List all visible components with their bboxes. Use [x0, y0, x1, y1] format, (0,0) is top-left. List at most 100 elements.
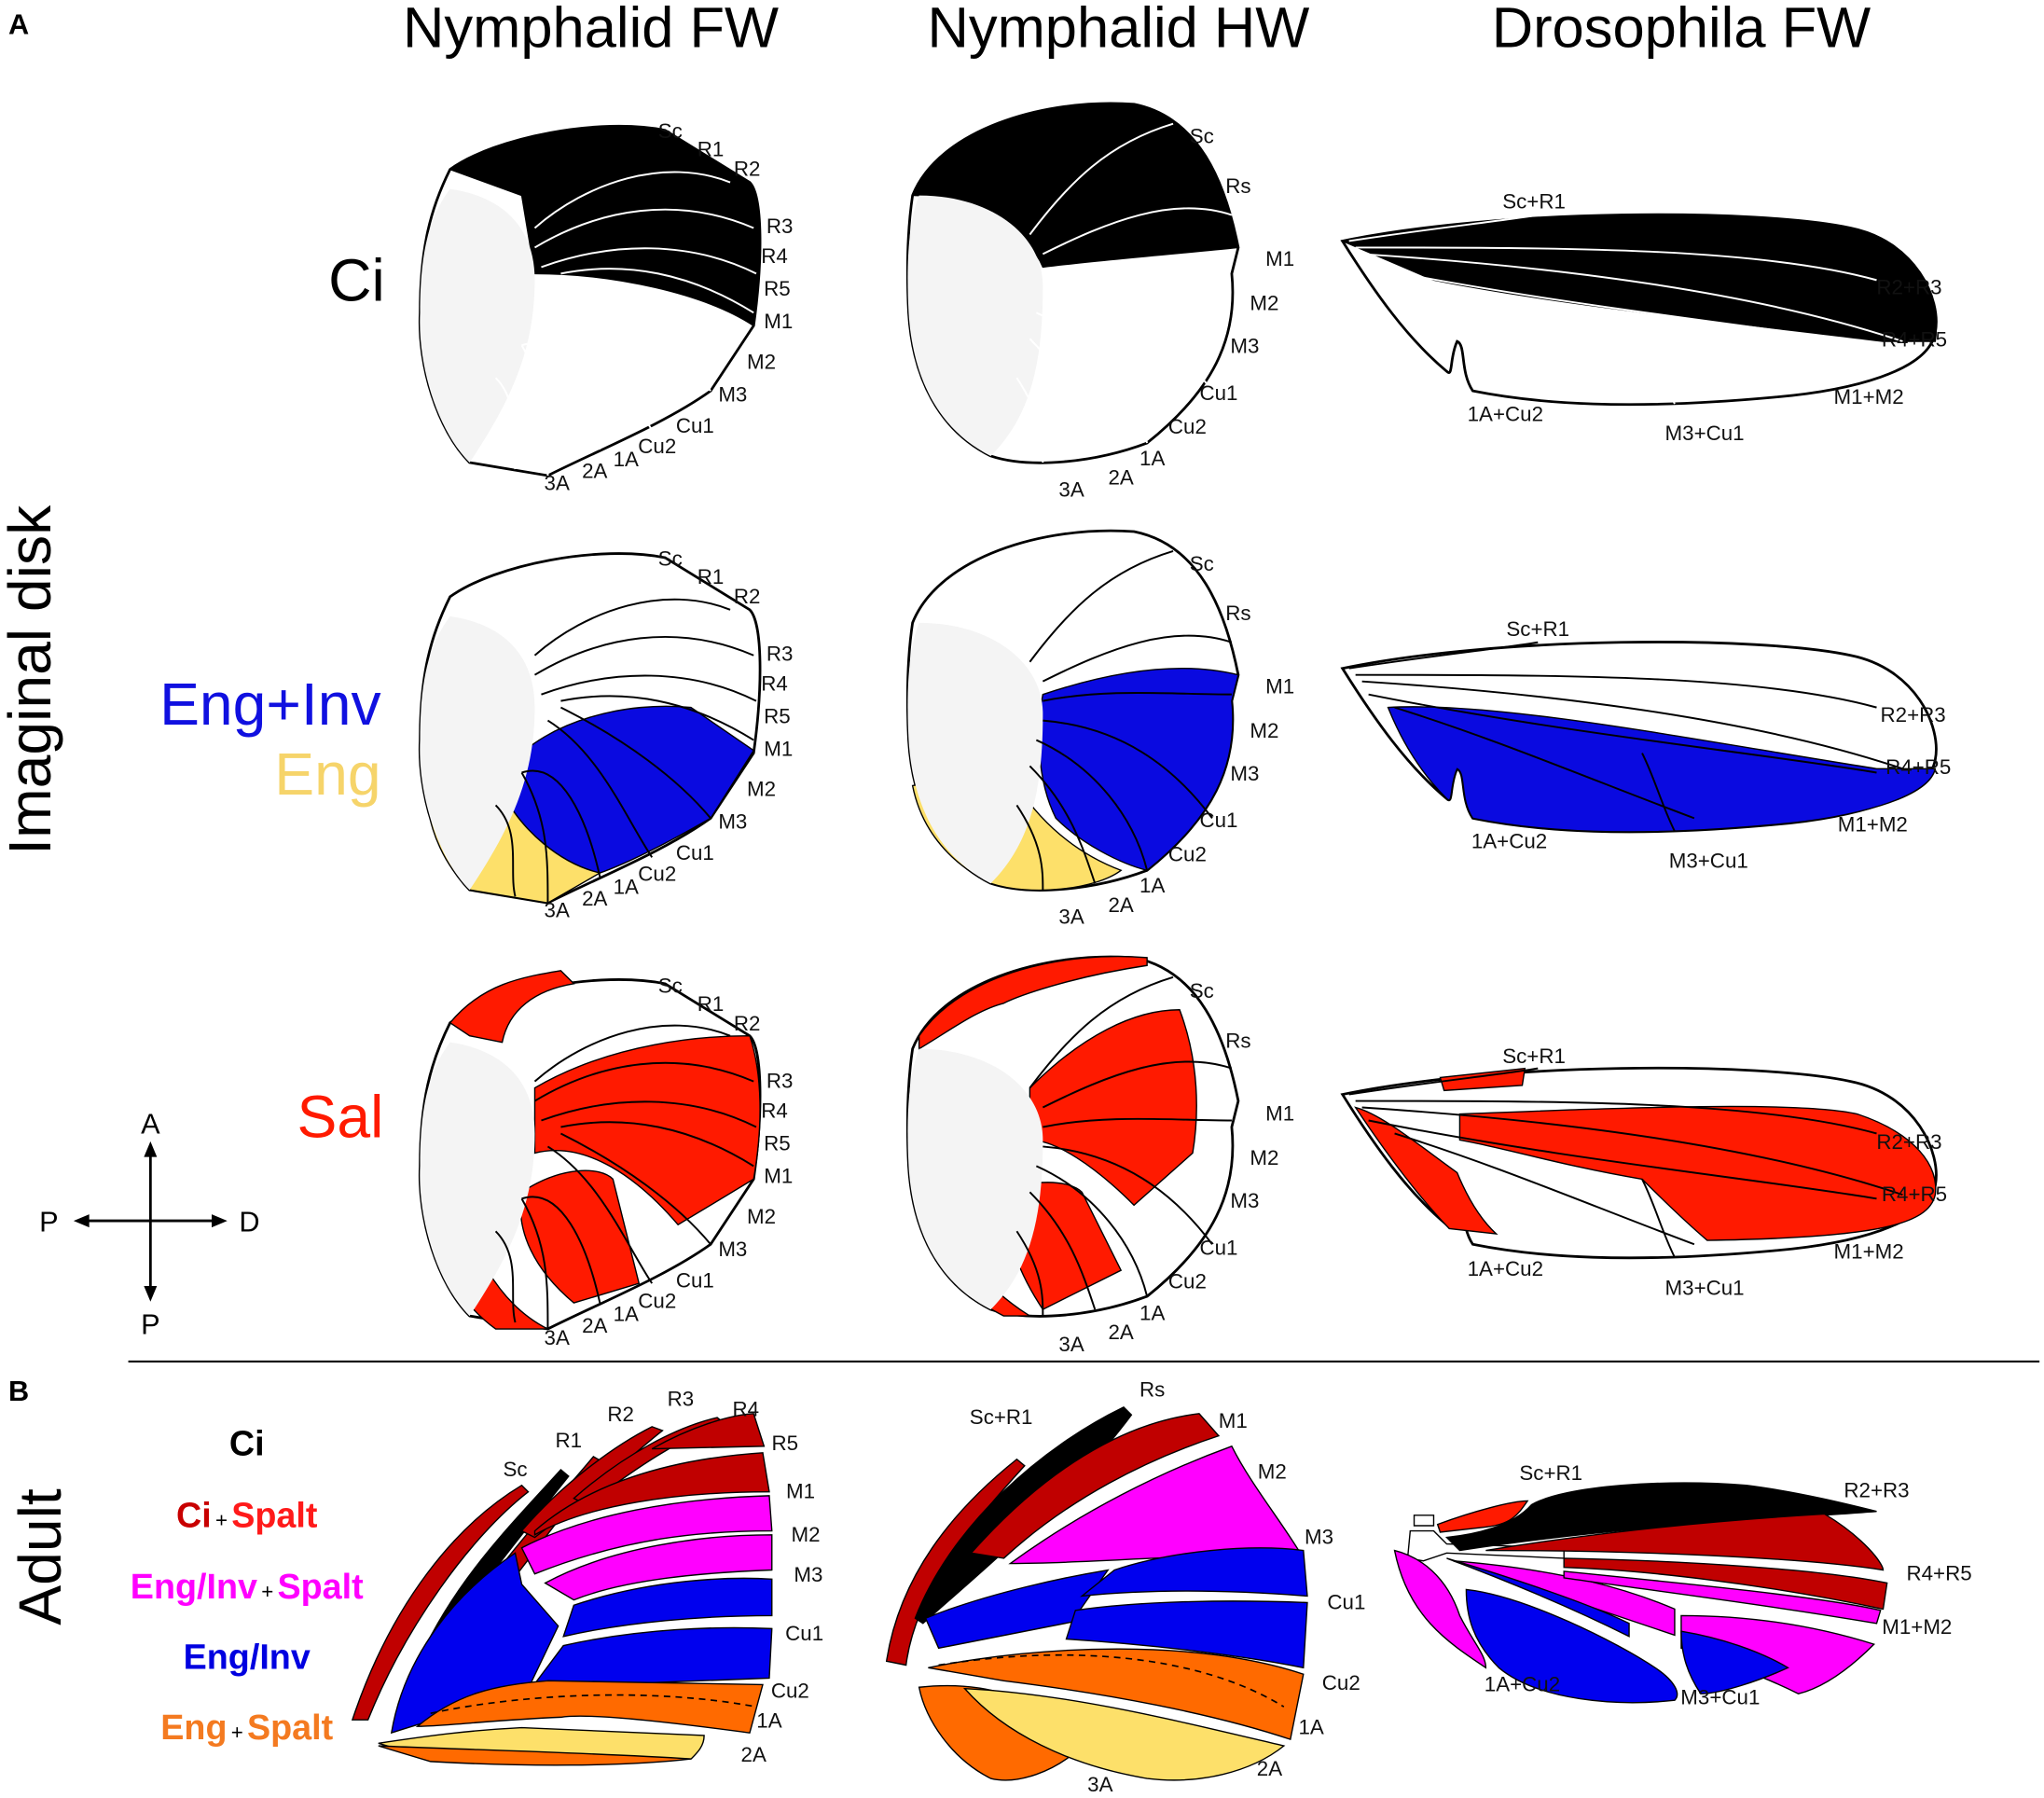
- hw-vein-label: Cu1: [1199, 381, 1237, 405]
- adult-hw-label: M3: [1305, 1526, 1333, 1549]
- panel-letter-a: A: [8, 7, 29, 40]
- adult-fw-compartment: [544, 1534, 773, 1601]
- adult-drosophila-label: 1A+Cu2: [1485, 1672, 1560, 1695]
- fw-vein-label: M2: [747, 778, 776, 801]
- adult-fw-compartment: [562, 1577, 773, 1638]
- adult-drosophila-compartment: [1485, 1513, 1885, 1571]
- fw-vein-label: Cu1: [676, 1268, 714, 1292]
- fw-vein-label: Cu1: [676, 841, 714, 864]
- adult-fw-label: Cu1: [785, 1622, 823, 1645]
- adult-fw-label: 2A: [741, 1743, 766, 1766]
- adult-fw-label: M3: [794, 1563, 822, 1586]
- drosophila-vein-label: R4+R5: [1885, 755, 1951, 779]
- fw-vein-label: M1: [764, 310, 793, 333]
- adult-hw-compartment: [1079, 1547, 1308, 1597]
- panel-letter-b: B: [8, 1375, 29, 1407]
- legend-gene: Ci: [229, 1424, 265, 1463]
- wing-diagrams: [351, 102, 1938, 1781]
- adult-drosophila-compartment: [1563, 1557, 1888, 1611]
- fw-vein-label: R3: [766, 642, 794, 665]
- fw-vein-label: M1: [764, 737, 793, 760]
- adult-drosophila-compartment: [1436, 1500, 1529, 1533]
- hw-vein-label: Cu2: [1168, 415, 1207, 438]
- adult-drosophila-compartment: [1413, 1514, 1435, 1527]
- row-label-ci: Ci: [328, 247, 385, 314]
- adult-fw-label: Cu2: [771, 1679, 809, 1702]
- fw-vein-label: 3A: [545, 899, 570, 922]
- legend-plus: +: [231, 1721, 243, 1744]
- hw-vein-label: M3: [1230, 762, 1259, 785]
- disk-row-3: [418, 955, 1938, 1331]
- adult-drosophila-label: R4+R5: [1906, 1562, 1971, 1585]
- drosophila-vein-label: M3+Cu1: [1669, 849, 1748, 872]
- veins: [1348, 214, 1903, 405]
- fw-vein-label: 1A: [614, 875, 639, 898]
- fw-vein-label: Cu2: [638, 435, 676, 458]
- hw-vein-label: 3A: [1058, 1333, 1084, 1356]
- hw-vein-label: Cu2: [1168, 842, 1207, 865]
- adult-wings: [351, 1406, 1888, 1781]
- fw-vein-label: R5: [764, 1132, 791, 1155]
- header-drosophila-fw: Drosophila FW: [1492, 0, 1871, 60]
- hw-vein-label: M3: [1230, 1189, 1259, 1212]
- legend-gene: Spalt: [247, 1708, 334, 1747]
- drosophila-vein-label: 1A+Cu2: [1471, 830, 1547, 853]
- adult-fw-label: R5: [771, 1431, 798, 1455]
- drosophila-vein-label: R2+R3: [1881, 703, 1946, 726]
- hw-vein-label: M1: [1265, 1102, 1294, 1126]
- hw-vein-label: M2: [1250, 719, 1278, 742]
- hw-vein-label: Cu1: [1199, 1236, 1237, 1259]
- hw-vein-label: 3A: [1058, 477, 1084, 501]
- adult-hw-compartment: [1008, 1445, 1305, 1565]
- hw-vein-label: M3: [1230, 335, 1259, 358]
- drosophila-vein-label: R2+R3: [1876, 1130, 1941, 1154]
- hw-vein-label: 1A: [1139, 447, 1165, 470]
- adult-drosophila-label: M1+M2: [1882, 1615, 1952, 1639]
- fw-vein-label: R2: [734, 585, 761, 608]
- adult-fw-label: 1A: [756, 1709, 781, 1733]
- adult-fw-compartment: [415, 1680, 764, 1734]
- legend-plus: +: [261, 1580, 273, 1603]
- hw-vein-label: Rs: [1225, 602, 1250, 625]
- fw-vein-label: R3: [766, 214, 794, 238]
- adult-hw-compartment: [924, 1569, 1110, 1650]
- disk-row-2: [418, 529, 1938, 905]
- drosophila-vein-label: M1+M2: [1834, 1240, 1904, 1264]
- expression-domain: [449, 125, 761, 327]
- adult-drosophila-compartment: [1465, 1588, 1678, 1704]
- adult-fw-label: R1: [556, 1429, 583, 1452]
- adult-hw-label: 2A: [1257, 1757, 1282, 1780]
- fw-vein-label: M2: [747, 1205, 776, 1228]
- legend-gene: Eng/Inv: [184, 1638, 311, 1677]
- expression-domain: [449, 970, 575, 1044]
- wing-hinge-region: [907, 622, 1043, 884]
- fw-vein-label: M3: [718, 1238, 747, 1261]
- hw-vein-label: Cu1: [1199, 809, 1237, 832]
- adult-hw-compartment: [970, 1413, 1221, 1559]
- header-nymphalid-fw: Nymphalid FW: [403, 0, 779, 60]
- adult-fw-compartment: [520, 1495, 773, 1575]
- row-label-eng-inv: Eng+Inv: [159, 671, 381, 738]
- drosophila-vein-label: M1+M2: [1838, 812, 1908, 836]
- hw-vein-label: 3A: [1058, 906, 1084, 929]
- veins: [1015, 122, 1233, 463]
- compass: [73, 1141, 228, 1302]
- adult-fw-label: M1: [786, 1480, 815, 1503]
- drosophila-vein-label: R4+R5: [1882, 328, 1947, 352]
- legend-gene: Eng/Inv: [131, 1567, 257, 1606]
- legend-gene: Spalt: [277, 1567, 364, 1606]
- hw-vein-label: M2: [1250, 292, 1278, 315]
- hw-vein-label: 2A: [1109, 1321, 1134, 1344]
- hw-vein-label: 2A: [1109, 466, 1134, 490]
- adult-drosophila-label: Sc+R1: [1519, 1461, 1582, 1485]
- side-label-imaginal-disk: Imaginal disk: [0, 505, 63, 855]
- adult-fw-compartment: [651, 1413, 766, 1450]
- adult-hw-label: Sc+R1: [970, 1405, 1033, 1429]
- adult-fw-label: R3: [668, 1387, 695, 1410]
- fw-vein-label: Cu1: [676, 414, 714, 437]
- fw-vein-label: M1: [764, 1165, 793, 1188]
- expression-domain: [1387, 706, 1937, 833]
- drosophila-vein-label: Sc+R1: [1506, 617, 1569, 641]
- fw-vein-label: R4: [761, 244, 788, 268]
